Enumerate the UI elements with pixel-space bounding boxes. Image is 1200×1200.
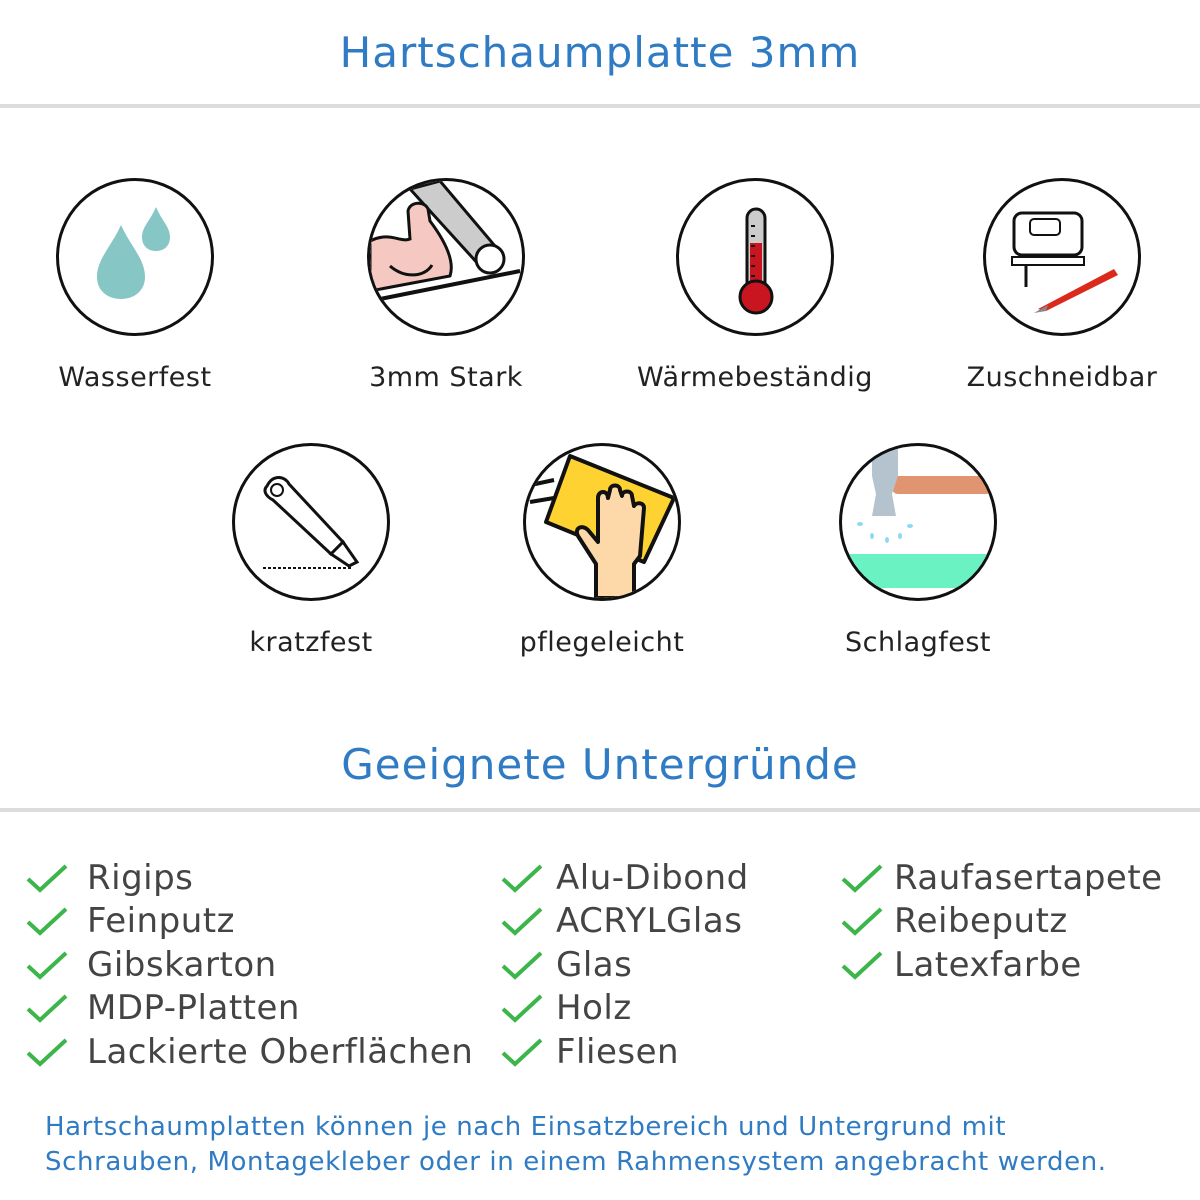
feature-waermebestaendig: Wärmebeständig	[605, 178, 905, 393]
feature-label: Schlagfest	[844, 627, 992, 658]
divider	[0, 104, 1200, 108]
list-item: Lackierte Oberflächen	[25, 1030, 473, 1074]
check-icon	[501, 907, 543, 936]
feature-zuschneidbar: Zuschneidbar	[912, 178, 1200, 393]
footer-line: Hartschaumplatten können je nach Einsatz…	[45, 1112, 1007, 1142]
feature-label: Wasserfest	[58, 362, 212, 393]
jigsaw-cutter-icon	[983, 178, 1141, 336]
check-icon	[841, 907, 883, 936]
feature-label: 3mm Stark	[369, 362, 523, 393]
list-item: Glas	[500, 943, 749, 987]
strong-arm-icon	[367, 178, 525, 336]
check-icon	[501, 1038, 543, 1067]
feature-schlagfest: Schlagfest	[768, 443, 1068, 658]
feature-kratzfest: kratzfest	[161, 443, 461, 658]
divider	[0, 808, 1200, 812]
water-drops-icon	[56, 178, 214, 336]
list-item: ACRYLGlas	[500, 900, 749, 944]
list-item: Alu-Dibond	[500, 856, 749, 900]
feature-wasserfest: Wasserfest	[0, 178, 285, 393]
cleaning-hand-icon	[523, 443, 681, 601]
list-item: Raufasertapete	[840, 856, 1163, 900]
check-icon	[841, 864, 883, 893]
surface-list-column-1: Rigips Feinputz Gibskarton MDP-Platten L…	[25, 856, 473, 1074]
check-icon	[841, 951, 883, 980]
feature-label: Zuschneidbar	[966, 362, 1158, 393]
check-icon	[26, 1038, 68, 1067]
check-icon	[26, 907, 68, 936]
feature-pflegeleicht: pflegeleicht	[452, 443, 752, 658]
list-item: MDP-Platten	[25, 987, 473, 1031]
list-item: Holz	[500, 987, 749, 1031]
feature-3mm-stark: 3mm Stark	[296, 178, 596, 393]
page-title: Hartschaumplatte 3mm	[339, 28, 861, 77]
footer-line: Schrauben, Montagekleber oder in einem R…	[45, 1147, 1107, 1177]
check-icon	[501, 864, 543, 893]
list-item: Reibeputz	[840, 900, 1163, 944]
list-item: Gibskarton	[25, 943, 473, 987]
check-icon	[501, 994, 543, 1023]
surface-list-column-3: Raufasertapete Reibeputz Latexfarbe	[840, 856, 1163, 987]
list-item: Latexfarbe	[840, 943, 1163, 987]
thermometer-icon	[676, 178, 834, 336]
box-cutter-icon	[232, 443, 390, 601]
section-title: Geeignete Untergründe	[341, 740, 859, 789]
feature-label: Wärmebeständig	[637, 362, 873, 393]
check-icon	[501, 951, 543, 980]
list-item: Rigips	[25, 856, 473, 900]
hammer-icon	[839, 443, 997, 601]
list-item: Fliesen	[500, 1030, 749, 1074]
check-icon	[26, 994, 68, 1023]
surface-list-column-2: Alu-Dibond ACRYLGlas Glas Holz Fliesen	[500, 856, 749, 1074]
feature-label: kratzfest	[249, 627, 373, 658]
footer-note: Hartschaumplatten können je nach Einsatz…	[45, 1110, 1107, 1180]
check-icon	[26, 864, 68, 893]
feature-label: pflegeleicht	[519, 627, 685, 658]
list-item: Feinputz	[25, 900, 473, 944]
check-icon	[26, 951, 68, 980]
